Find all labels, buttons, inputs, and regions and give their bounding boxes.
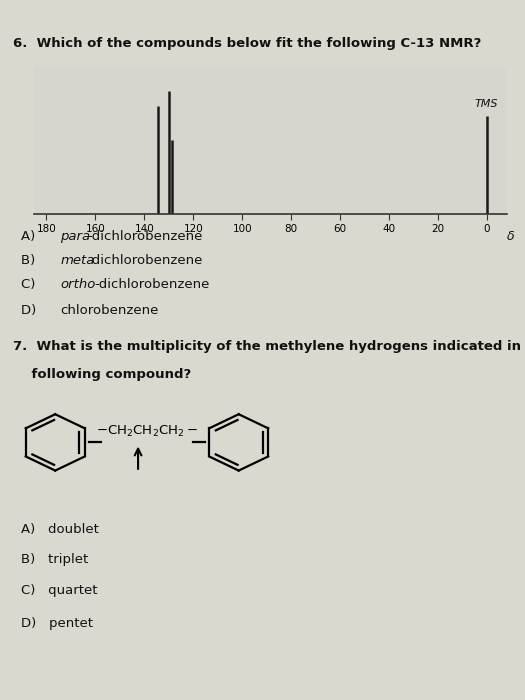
- Text: 7.  What is the multiplicity of the methylene hydrogens indicated in the proton : 7. What is the multiplicity of the methy…: [13, 340, 525, 353]
- Text: ortho: ortho: [60, 278, 96, 290]
- Text: 6.  Which of the compounds below fit the following C-13 NMR?: 6. Which of the compounds below fit the …: [13, 37, 481, 50]
- Text: -dichlorobenzene: -dichlorobenzene: [94, 278, 210, 290]
- Text: D): D): [21, 304, 45, 317]
- Text: TMS: TMS: [475, 99, 498, 109]
- Text: A)   doublet: A) doublet: [21, 523, 99, 536]
- Text: B)   triplet: B) triplet: [21, 554, 88, 566]
- Text: meta: meta: [60, 254, 94, 267]
- Text: $\mathregular{-CH_2CH_2CH_2-}$: $\mathregular{-CH_2CH_2CH_2-}$: [96, 424, 198, 439]
- Text: C)   quartet: C) quartet: [21, 584, 98, 597]
- Text: following compound?: following compound?: [13, 368, 192, 381]
- Text: δ: δ: [507, 230, 514, 244]
- Text: -dichlorobenzene: -dichlorobenzene: [88, 230, 203, 243]
- Text: para: para: [60, 230, 90, 243]
- Text: D)   pentet: D) pentet: [21, 617, 93, 629]
- Text: chlorobenzene: chlorobenzene: [60, 304, 159, 317]
- Text: B): B): [21, 254, 44, 267]
- Text: -dichlorobenzene: -dichlorobenzene: [88, 254, 203, 267]
- Text: A): A): [21, 230, 44, 243]
- Text: C): C): [21, 278, 44, 290]
